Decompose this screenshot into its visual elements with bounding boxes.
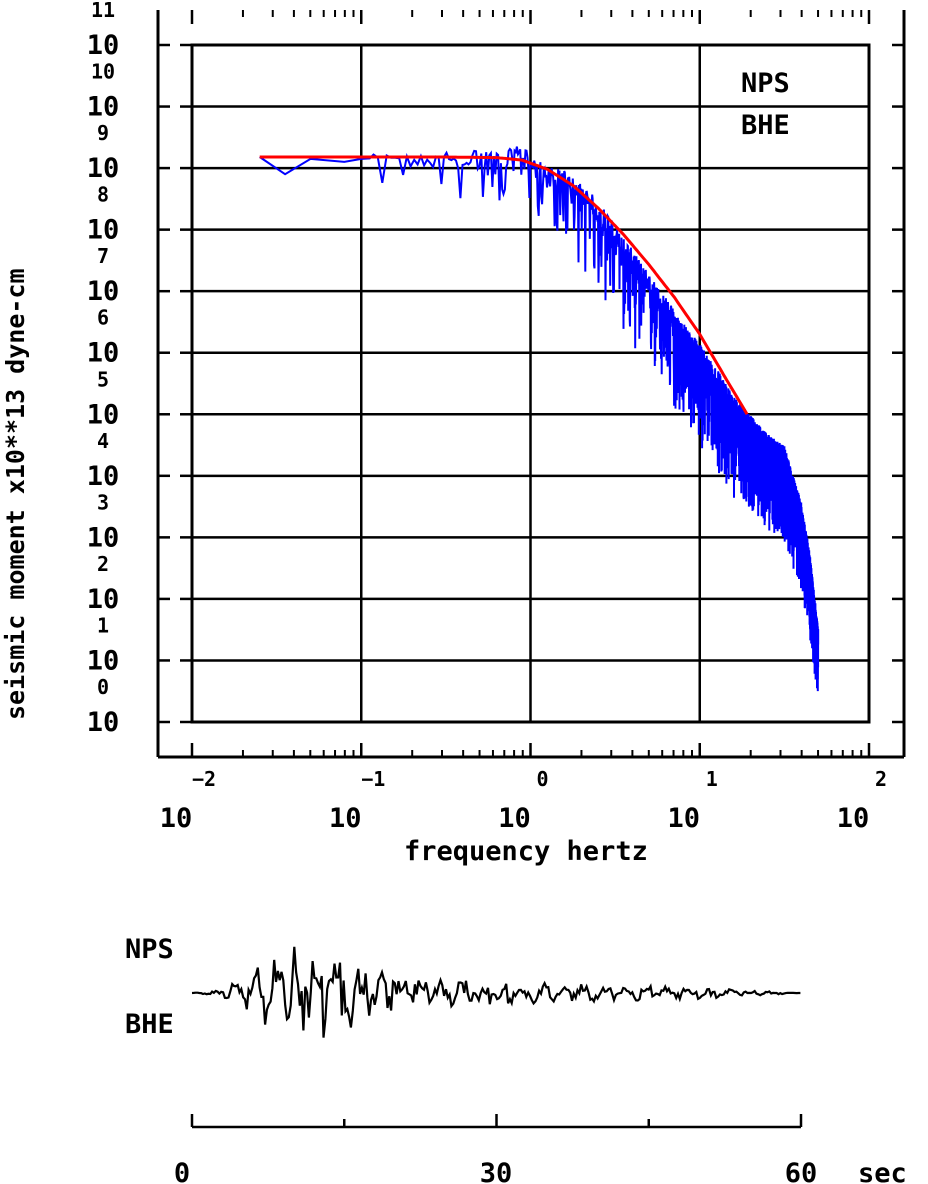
- x-ticks: [190, 10, 871, 757]
- y-tick-label-exponent: 7: [97, 244, 109, 268]
- x-tick-label-base: 10: [329, 803, 362, 834]
- y-tick-label-base: 10: [87, 30, 120, 61]
- y-tick-label-exponent: 10: [91, 60, 115, 84]
- x-tick-label-exponent: −1: [361, 767, 385, 791]
- seismogram-station-label: NPS: [125, 934, 174, 965]
- x-axis-title: frequency hertz: [404, 836, 648, 867]
- x-tick-label-exponent: 0: [536, 767, 548, 791]
- series-seismogram: [191, 946, 801, 1038]
- seismogram-chart: NPS BHE 0 30 60 sec: [125, 934, 907, 1184]
- y-tick-label-base: 10: [87, 276, 120, 307]
- y-tick-label-exponent: 11: [91, 0, 115, 22]
- y-tick-label-base: 10: [87, 92, 120, 123]
- y-ticks: [158, 43, 904, 724]
- x-tick-label-exponent: −2: [192, 767, 216, 791]
- y-tick-label-base: 10: [87, 584, 120, 615]
- y-tick-label-exponent: 0: [97, 675, 109, 699]
- spectrum-station-label: NPS: [741, 68, 790, 99]
- y-tick-label-base: 10: [87, 461, 120, 492]
- y-tick-label-base: 10: [87, 645, 120, 676]
- y-tick-label-exponent: 2: [97, 552, 109, 576]
- y-tick-label-exponent: 9: [97, 121, 109, 145]
- x-tick-label-exponent: 1: [706, 767, 718, 791]
- y-tick-label-exponent: 4: [97, 429, 109, 453]
- y-tick-label-exponent: 5: [97, 367, 109, 391]
- spectrum-chart: NPS BHE 10010110210310410510610710810910…: [1, 0, 906, 867]
- x-tick-label-base: 10: [498, 803, 531, 834]
- series-model-fit: [259, 155, 749, 416]
- y-tick-label-exponent: 6: [97, 306, 109, 330]
- y-tick-label-exponent: 3: [97, 490, 109, 514]
- time-tick-label-30: 30: [480, 1158, 513, 1184]
- time-axis-unit: sec: [858, 1158, 907, 1184]
- series-observed-spectrum: [259, 146, 820, 692]
- x-tick-label-base: 10: [837, 803, 870, 834]
- y-tick-label-exponent: 8: [97, 183, 109, 207]
- x-tick-label-base: 10: [667, 803, 700, 834]
- x-tick-label-exponent: 2: [875, 767, 887, 791]
- seismogram-channel-label: BHE: [125, 1009, 174, 1040]
- spectrum-channel-label: BHE: [741, 110, 790, 141]
- time-tick-label-0: 0: [174, 1158, 190, 1184]
- grid: [192, 45, 869, 722]
- x-tick-label-base: 10: [160, 803, 193, 834]
- y-tick-label-exponent: 1: [97, 613, 109, 637]
- time-tick-label-60: 60: [785, 1158, 818, 1184]
- y-tick-label-base: 10: [87, 707, 120, 738]
- time-axis-ticks: [190, 1114, 803, 1127]
- y-axis-title: seismic moment x10**13 dyne-cm: [1, 268, 30, 720]
- y-tick-label-base: 10: [87, 338, 120, 369]
- y-tick-label-base: 10: [87, 399, 120, 430]
- y-tick-label-base: 10: [87, 522, 120, 553]
- y-tick-label-base: 10: [87, 215, 120, 246]
- y-tick-label-base: 10: [87, 153, 120, 184]
